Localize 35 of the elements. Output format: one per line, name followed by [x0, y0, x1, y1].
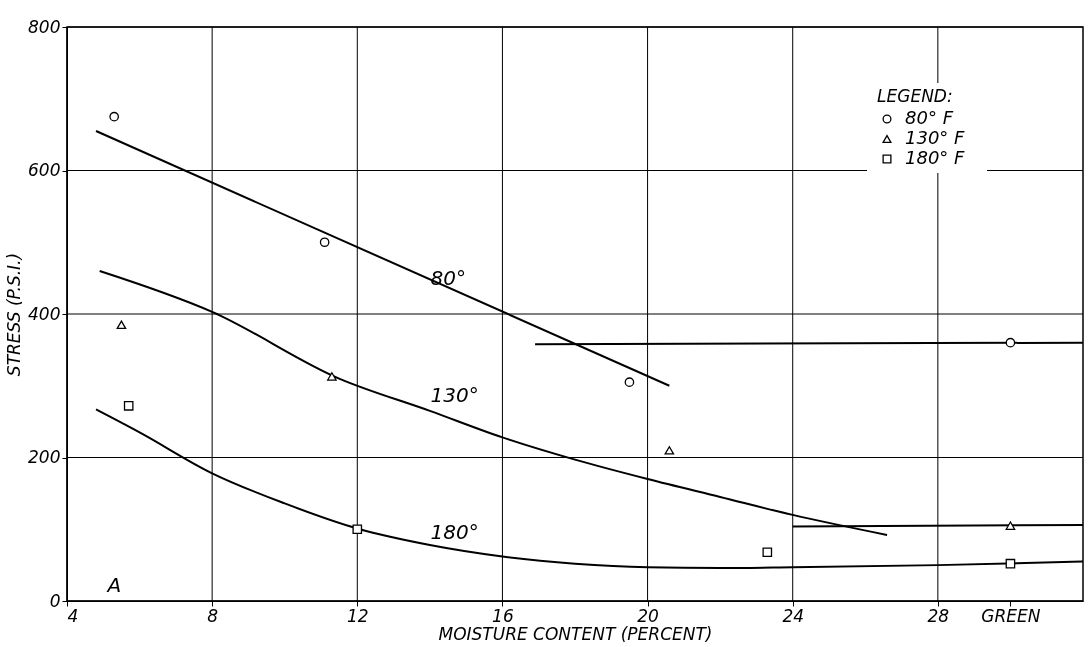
legend-label: 180° F [905, 147, 966, 168]
x-tick-label: 8 [207, 605, 219, 626]
y-tick-label: 200 [28, 447, 61, 467]
point [123, 401, 134, 411]
y-tick-label: 400 [28, 303, 61, 324]
x-axis-title: MOISTURE CONTENT (PERCENT) [438, 623, 713, 644]
legend-title: LEGEND: [877, 86, 953, 106]
y-axis-title: STRESS (P.S.I.) [4, 252, 25, 377]
legend-label: 80° F [905, 107, 954, 128]
point [109, 111, 119, 122]
point [352, 524, 363, 535]
y-tick-label: 800 [28, 16, 61, 37]
y-tick-label: 0 [49, 590, 61, 611]
x-tick-label: 12 [346, 605, 369, 626]
point [624, 377, 635, 387]
point [1005, 521, 1016, 530]
point [319, 237, 330, 248]
point [762, 547, 773, 558]
annotation: A [105, 572, 122, 597]
x-tick-label: 24 [782, 605, 805, 626]
x-tick-label: 20 [637, 605, 659, 626]
point [664, 446, 675, 455]
annotation: 130° [430, 382, 479, 407]
point [327, 372, 337, 381]
x-tick-label: GREEN [981, 605, 1041, 626]
x-tick-label: 28 [927, 605, 950, 626]
annotation: 80° [430, 265, 467, 290]
point [1005, 558, 1016, 569]
point [116, 320, 127, 330]
x-tick-label: 16 [492, 605, 514, 626]
legend-label: 130° F [905, 127, 966, 148]
y-tick-label: 600 [28, 160, 61, 180]
point [1005, 337, 1016, 348]
annotation: 180° [430, 520, 479, 545]
x-tick-label: 4 [67, 605, 79, 626]
